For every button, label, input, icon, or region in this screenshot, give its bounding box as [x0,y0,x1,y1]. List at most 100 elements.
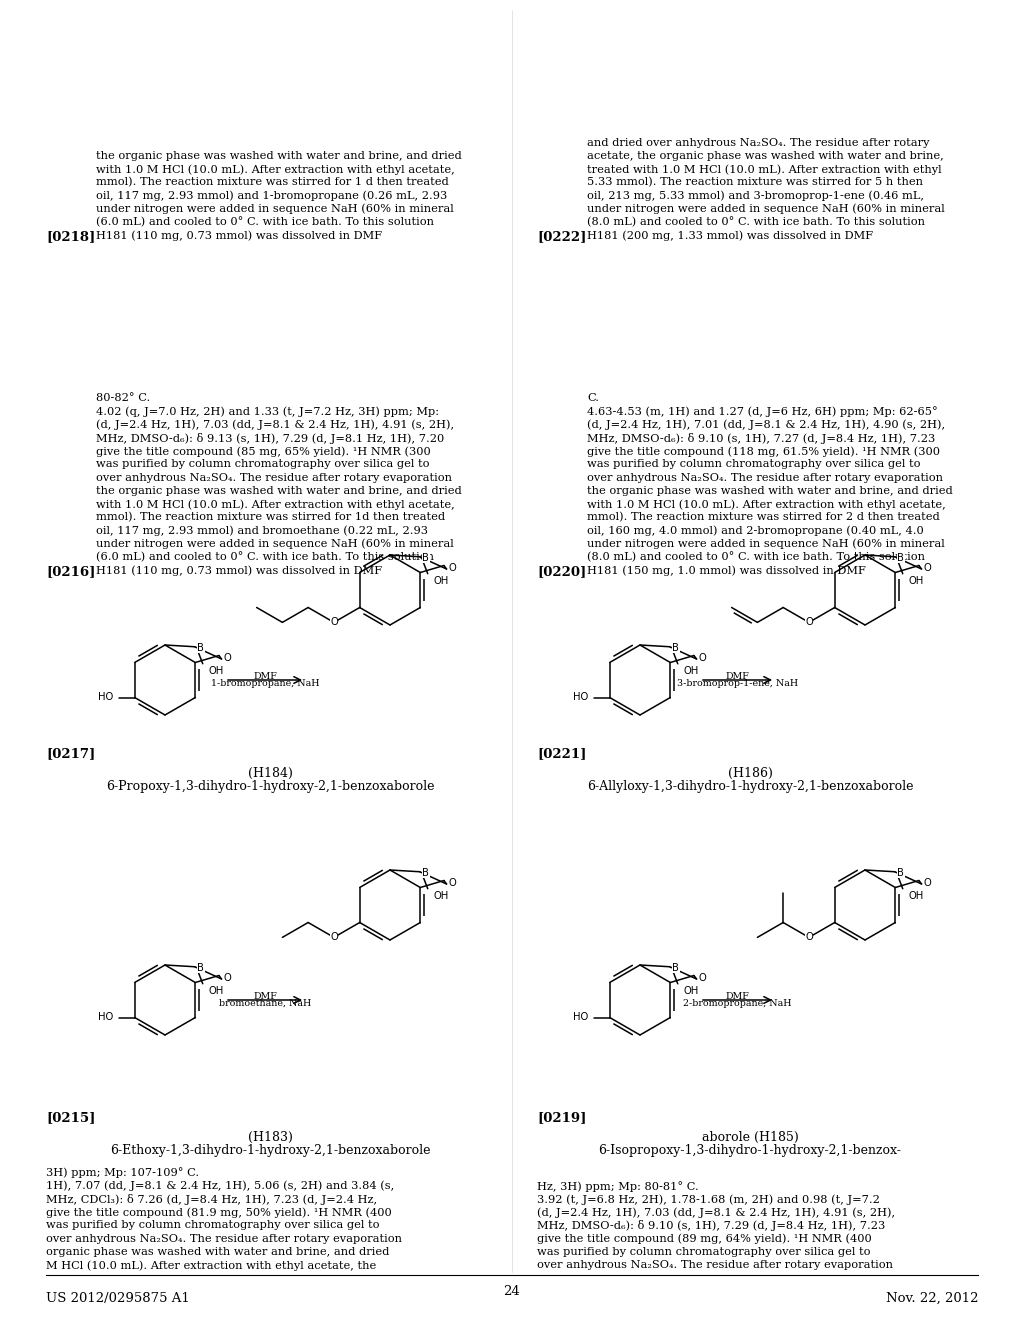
Text: [0220]: [0220] [537,565,587,578]
Text: was purified by column chromatography over silica gel to: was purified by column chromatography ov… [537,1247,870,1257]
Text: O: O [330,618,338,627]
Text: bromoethane, NaH: bromoethane, NaH [219,999,311,1008]
Text: give the title compound (85 mg, 65% yield). ¹H NMR (300: give the title compound (85 mg, 65% yiel… [96,446,431,457]
Text: OH: OH [908,576,924,586]
Text: O: O [449,878,457,888]
Text: 3-bromoprop-1-ene, NaH: 3-bromoprop-1-ene, NaH [677,678,798,688]
Text: (H183): (H183) [248,1131,293,1144]
Text: O: O [924,878,932,888]
Text: 1H), 7.07 (dd, J=8.1 & 2.4 Hz, 1H), 5.06 (s, 2H) and 3.84 (s,: 1H), 7.07 (dd, J=8.1 & 2.4 Hz, 1H), 5.06… [46,1181,394,1192]
Text: with 1.0 M HCl (10.0 mL). After extraction with ethyl acetate,: with 1.0 M HCl (10.0 mL). After extracti… [96,164,455,174]
Text: Nov. 22, 2012: Nov. 22, 2012 [886,1292,978,1305]
Text: B: B [673,962,679,973]
Text: (d, J=2.4 Hz, 1H), 7.03 (dd, J=8.1 & 2.4 Hz, 1H), 4.91 (s, 2H),: (d, J=2.4 Hz, 1H), 7.03 (dd, J=8.1 & 2.4… [537,1208,895,1218]
Text: OH: OH [908,891,924,900]
Text: (d, J=2.4 Hz, 1H), 7.03 (dd, J=8.1 & 2.4 Hz, 1H), 4.91 (s, 2H),: (d, J=2.4 Hz, 1H), 7.03 (dd, J=8.1 & 2.4… [96,420,454,430]
Text: OH: OH [209,986,224,995]
Text: MHz, CDCl₃): δ 7.26 (d, J=8.4 Hz, 1H), 7.23 (d, J=2.4 Hz,: MHz, CDCl₃): δ 7.26 (d, J=8.4 Hz, 1H), 7… [46,1195,377,1205]
Text: oil, 117 mg, 2.93 mmol) and 1-bromopropane (0.26 mL, 2.93: oil, 117 mg, 2.93 mmol) and 1-bromopropa… [96,190,447,201]
Text: 2-bromopropane, NaH: 2-bromopropane, NaH [683,999,792,1008]
Text: (6.0 mL) and cooled to 0° C. with ice bath. To this solution: (6.0 mL) and cooled to 0° C. with ice ba… [96,552,434,562]
Text: [0219]: [0219] [537,1111,587,1125]
Text: the organic phase was washed with water and brine, and dried: the organic phase was washed with water … [96,150,462,161]
Text: 80-82° C.: 80-82° C. [96,393,151,404]
Text: oil, 160 mg, 4.0 mmol) and 2-bromopropane (0.40 mL, 4.0: oil, 160 mg, 4.0 mmol) and 2-bromopropan… [587,525,924,536]
Text: [0215]: [0215] [46,1111,95,1125]
Text: (8.0 mL) and cooled to 0° C. with ice bath. To this solution: (8.0 mL) and cooled to 0° C. with ice ba… [587,216,925,227]
Text: B: B [897,867,904,878]
Text: B: B [673,643,679,653]
Text: DMF: DMF [726,993,750,1001]
Text: H181 (110 mg, 0.73 mmol) was dissolved in DMF: H181 (110 mg, 0.73 mmol) was dissolved i… [96,565,382,576]
Text: under nitrogen were added in sequence NaH (60% in mineral: under nitrogen were added in sequence Na… [96,539,454,549]
Text: over anhydrous Na₂SO₄. The residue after rotary evaporation: over anhydrous Na₂SO₄. The residue after… [46,1234,402,1243]
Text: (H186): (H186) [728,767,772,780]
Text: (H184): (H184) [248,767,293,780]
Text: organic phase was washed with water and brine, and dried: organic phase was washed with water and … [46,1247,389,1257]
Text: treated with 1.0 M HCl (10.0 mL). After extraction with ethyl: treated with 1.0 M HCl (10.0 mL). After … [587,164,942,174]
Text: [0216]: [0216] [46,565,95,578]
Text: DMF: DMF [253,672,276,681]
Text: OH: OH [684,986,699,995]
Text: OH: OH [434,576,449,586]
Text: give the title compound (118 mg, 61.5% yield). ¹H NMR (300: give the title compound (118 mg, 61.5% y… [587,446,940,457]
Text: was purified by column chromatography over silica gel to: was purified by column chromatography ov… [46,1221,380,1230]
Text: 5.33 mmol). The reaction mixture was stirred for 5 h then: 5.33 mmol). The reaction mixture was sti… [587,177,923,187]
Text: 1-bromopropane, NaH: 1-bromopropane, NaH [211,678,319,688]
Text: Hz, 3H) ppm; Mp: 80-81° C.: Hz, 3H) ppm; Mp: 80-81° C. [537,1181,698,1192]
Text: H181 (110 mg, 0.73 mmol) was dissolved in DMF: H181 (110 mg, 0.73 mmol) was dissolved i… [96,230,382,240]
Text: US 2012/0295875 A1: US 2012/0295875 A1 [46,1292,189,1305]
Text: mmol). The reaction mixture was stirred for 2 d then treated: mmol). The reaction mixture was stirred … [587,512,940,523]
Text: under nitrogen were added in sequence NaH (60% in mineral: under nitrogen were added in sequence Na… [587,539,945,549]
Text: was purified by column chromatography over silica gel to: was purified by column chromatography ov… [96,459,429,470]
Text: [0218]: [0218] [46,230,95,243]
Text: over anhydrous Na₂SO₄. The residue after rotary evaporation: over anhydrous Na₂SO₄. The residue after… [587,473,943,483]
Text: give the title compound (81.9 mg, 50% yield). ¹H NMR (400: give the title compound (81.9 mg, 50% yi… [46,1208,392,1218]
Text: B: B [897,553,904,562]
Text: DMF: DMF [726,672,750,681]
Text: 6-Propoxy-1,3-dihydro-1-hydroxy-2,1-benzoxaborole: 6-Propoxy-1,3-dihydro-1-hydroxy-2,1-benz… [105,780,434,793]
Text: with 1.0 M HCl (10.0 mL). After extraction with ethyl acetate,: with 1.0 M HCl (10.0 mL). After extracti… [96,499,455,510]
Text: O: O [924,564,932,573]
Text: 6-Ethoxy-1,3-dihydro-1-hydroxy-2,1-benzoxaborole: 6-Ethoxy-1,3-dihydro-1-hydroxy-2,1-benzo… [110,1144,430,1158]
Text: O: O [223,653,231,663]
Text: OH: OH [684,665,699,676]
Text: over anhydrous Na₂SO₄. The residue after rotary evaporation: over anhydrous Na₂SO₄. The residue after… [96,473,452,483]
Text: [0222]: [0222] [537,230,587,243]
Text: H181 (200 mg, 1.33 mmol) was dissolved in DMF: H181 (200 mg, 1.33 mmol) was dissolved i… [587,230,873,240]
Text: OH: OH [209,665,224,676]
Text: O: O [698,973,707,983]
Text: oil, 117 mg, 2.93 mmol) and bromoethane (0.22 mL, 2.93: oil, 117 mg, 2.93 mmol) and bromoethane … [96,525,428,536]
Text: MHz, DMSO-d₆): δ 9.10 (s, 1H), 7.29 (d, J=8.4 Hz, 1H), 7.23: MHz, DMSO-d₆): δ 9.10 (s, 1H), 7.29 (d, … [537,1221,886,1232]
Text: M HCl (10.0 mL). After extraction with ethyl acetate, the: M HCl (10.0 mL). After extraction with e… [46,1261,376,1271]
Text: 6-Isopropoxy-1,3-dihydro-1-hydroxy-2,1-benzox-: 6-Isopropoxy-1,3-dihydro-1-hydroxy-2,1-b… [599,1144,901,1158]
Text: B: B [422,867,429,878]
Text: oil, 213 mg, 5.33 mmol) and 3-bromoprop-1-ene (0.46 mL,: oil, 213 mg, 5.33 mmol) and 3-bromoprop-… [587,190,924,201]
Text: HO: HO [98,693,114,702]
Text: HO: HO [98,1012,114,1023]
Text: 3.92 (t, J=6.8 Hz, 2H), 1.78-1.68 (m, 2H) and 0.98 (t, J=7.2: 3.92 (t, J=6.8 Hz, 2H), 1.78-1.68 (m, 2H… [537,1195,880,1205]
Text: with 1.0 M HCl (10.0 mL). After extraction with ethyl acetate,: with 1.0 M HCl (10.0 mL). After extracti… [587,499,946,510]
Text: the organic phase was washed with water and brine, and dried: the organic phase was washed with water … [587,486,952,496]
Text: O: O [449,564,457,573]
Text: MHz, DMSO-d₆): δ 9.10 (s, 1H), 7.27 (d, J=8.4 Hz, 1H), 7.23: MHz, DMSO-d₆): δ 9.10 (s, 1H), 7.27 (d, … [587,433,935,444]
Text: O: O [805,618,813,627]
Text: (d, J=2.4 Hz, 1H), 7.01 (dd, J=8.1 & 2.4 Hz, 1H), 4.90 (s, 2H),: (d, J=2.4 Hz, 1H), 7.01 (dd, J=8.1 & 2.4… [587,420,945,430]
Text: [0217]: [0217] [46,747,95,760]
Text: the organic phase was washed with water and brine, and dried: the organic phase was washed with water … [96,486,462,496]
Text: C.: C. [587,393,599,404]
Text: under nitrogen were added in sequence NaH (60% in mineral: under nitrogen were added in sequence Na… [587,203,945,214]
Text: O: O [805,932,813,942]
Text: 4.63-4.53 (m, 1H) and 1.27 (d, J=6 Hz, 6H) ppm; Mp: 62-65°: 4.63-4.53 (m, 1H) and 1.27 (d, J=6 Hz, 6… [587,407,938,417]
Text: 4.02 (q, J=7.0 Hz, 2H) and 1.33 (t, J=7.2 Hz, 3H) ppm; Mp:: 4.02 (q, J=7.0 Hz, 2H) and 1.33 (t, J=7.… [96,407,439,417]
Text: DMF: DMF [253,993,276,1001]
Text: (6.0 mL) and cooled to 0° C. with ice bath. To this solution: (6.0 mL) and cooled to 0° C. with ice ba… [96,216,434,227]
Text: 6-Allyloxy-1,3-dihydro-1-hydroxy-2,1-benzoxaborole: 6-Allyloxy-1,3-dihydro-1-hydroxy-2,1-ben… [587,780,913,793]
Text: was purified by column chromatography over silica gel to: was purified by column chromatography ov… [587,459,921,470]
Text: aborole (H185): aborole (H185) [701,1131,799,1144]
Text: (8.0 mL) and cooled to 0° C. with ice bath. To this solution: (8.0 mL) and cooled to 0° C. with ice ba… [587,552,925,562]
Text: give the title compound (89 mg, 64% yield). ¹H NMR (400: give the title compound (89 mg, 64% yiel… [537,1234,871,1245]
Text: [0221]: [0221] [537,747,587,760]
Text: acetate, the organic phase was washed with water and brine,: acetate, the organic phase was washed wi… [587,150,944,161]
Text: O: O [698,653,707,663]
